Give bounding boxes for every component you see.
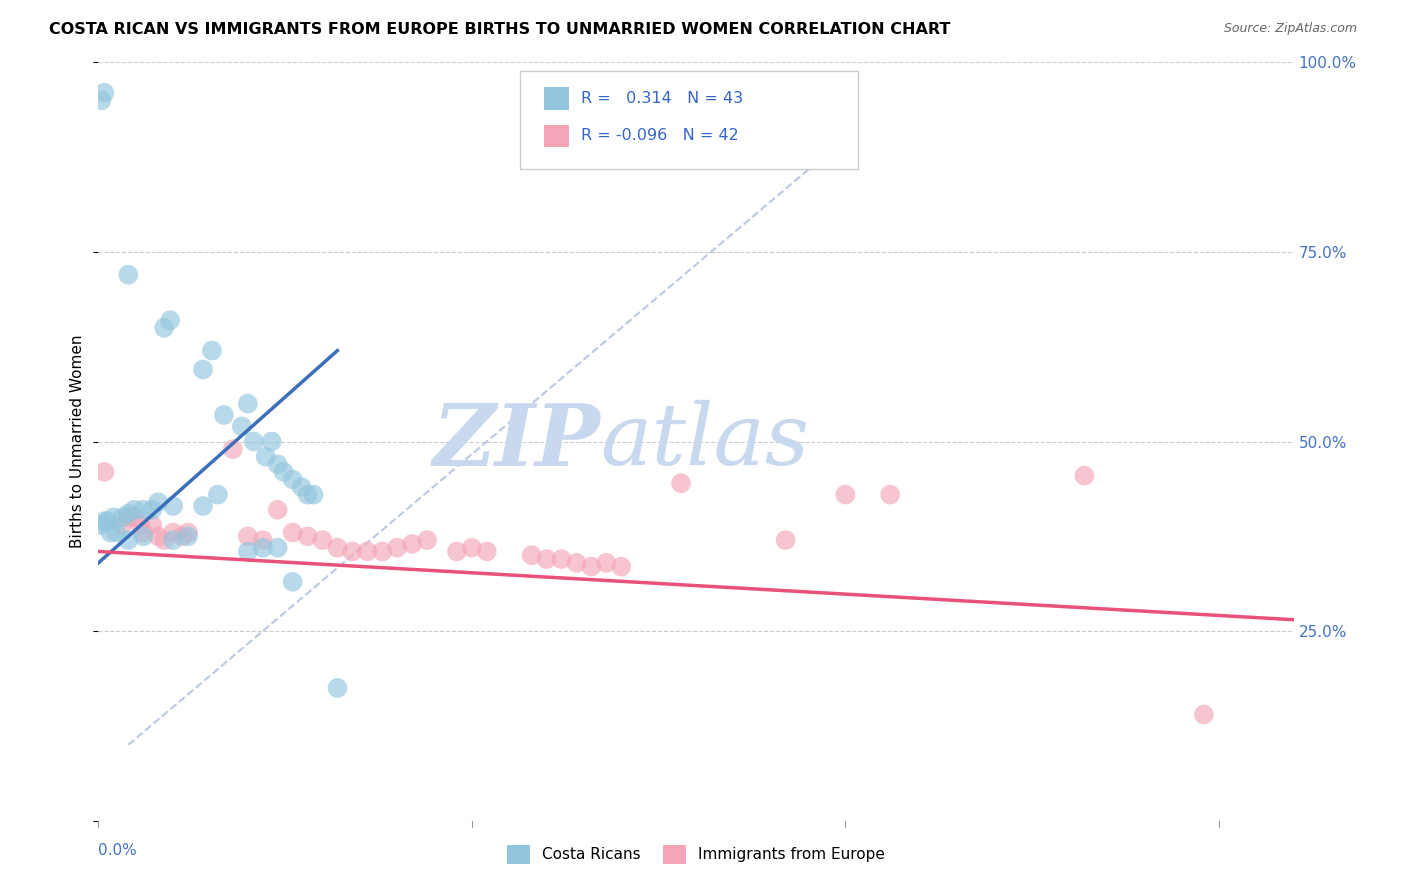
Point (207, 487, 229, 501)
Point (267, 458, 290, 472)
Point (222, 442, 245, 457)
Point (191, 499, 214, 513)
Point (326, 681, 349, 695)
Point (281, 473, 304, 487)
Point (595, 556, 617, 570)
Point (446, 544, 468, 558)
Point (536, 552, 558, 566)
Point (1192, 707, 1215, 722)
Text: ZIP: ZIP (433, 400, 600, 483)
Point (177, 525, 200, 540)
Point (302, 487, 325, 501)
Point (177, 529, 200, 543)
Text: atlas: atlas (600, 401, 810, 483)
Point (775, 533, 797, 548)
Point (129, 517, 152, 532)
Point (172, 529, 194, 543)
Point (879, 487, 901, 501)
Point (311, 533, 333, 548)
Point (297, 529, 319, 543)
Point (297, 487, 319, 501)
Point (153, 320, 176, 334)
Point (565, 556, 588, 570)
Point (162, 499, 184, 513)
Point (291, 480, 314, 494)
Point (260, 434, 283, 449)
Point (236, 544, 259, 558)
Point (581, 559, 603, 574)
Point (371, 544, 394, 558)
Point (267, 541, 290, 555)
Point (141, 517, 163, 532)
Point (669, 476, 692, 491)
Point (117, 533, 139, 548)
Point (124, 503, 146, 517)
Point (356, 544, 378, 558)
Point (98, 525, 122, 540)
Point (201, 343, 224, 358)
Point (105, 525, 128, 540)
Point (132, 525, 155, 540)
Point (475, 544, 498, 558)
Text: R =   0.314   N = 43: R = 0.314 N = 43 (581, 91, 742, 106)
Point (267, 503, 290, 517)
Text: COSTA RICAN VS IMMIGRANTS FROM EUROPE BIRTHS TO UNMARRIED WOMEN CORRELATION CHAR: COSTA RICAN VS IMMIGRANTS FROM EUROPE BI… (49, 22, 950, 37)
Point (231, 419, 253, 434)
Point (610, 559, 633, 574)
Point (520, 548, 543, 563)
Point (141, 503, 163, 517)
Point (461, 541, 484, 555)
Point (236, 529, 259, 543)
Point (111, 510, 134, 524)
Point (111, 517, 134, 532)
Point (148, 495, 170, 509)
Point (834, 487, 856, 501)
Point (1073, 468, 1095, 483)
Point (252, 541, 274, 555)
Point (273, 465, 295, 479)
Y-axis label: Births to Unmarried Women: Births to Unmarried Women (70, 334, 86, 549)
Point (93, 465, 115, 479)
Point (326, 541, 349, 555)
Point (254, 450, 277, 464)
Point (90, 94, 112, 108)
Point (416, 533, 439, 548)
Point (117, 510, 139, 524)
Point (385, 541, 409, 555)
Point (162, 525, 184, 540)
Point (243, 434, 266, 449)
Text: R = -0.096   N = 42: R = -0.096 N = 42 (581, 128, 738, 144)
Point (153, 533, 176, 548)
Text: Source: ZipAtlas.com: Source: ZipAtlas.com (1223, 22, 1357, 36)
Point (281, 525, 304, 540)
Point (212, 408, 235, 422)
Legend: Costa Ricans, Immigrants from Europe: Costa Ricans, Immigrants from Europe (501, 839, 891, 870)
Point (191, 362, 214, 376)
Point (281, 574, 304, 589)
Point (93, 86, 115, 100)
Point (90, 517, 112, 532)
Point (132, 503, 155, 517)
Point (148, 529, 170, 543)
Point (124, 510, 146, 524)
Point (550, 552, 572, 566)
Point (252, 533, 274, 548)
Point (96, 514, 118, 528)
Point (342, 544, 364, 558)
Point (93, 514, 115, 528)
Point (401, 537, 423, 551)
Point (103, 510, 125, 524)
Point (162, 533, 184, 548)
Point (132, 529, 155, 543)
Point (117, 268, 139, 282)
Point (117, 507, 139, 521)
Text: 0.0%: 0.0% (98, 844, 138, 858)
Point (159, 313, 181, 327)
Point (236, 396, 259, 410)
